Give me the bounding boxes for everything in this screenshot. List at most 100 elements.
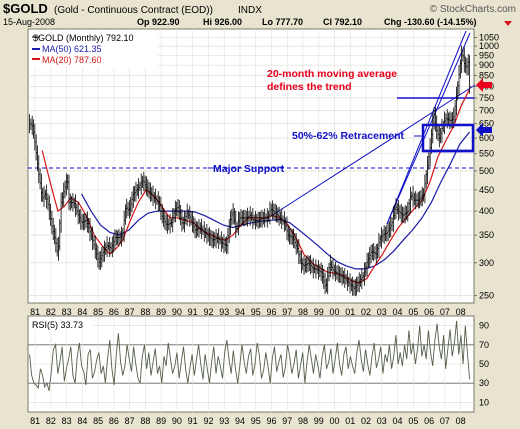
price-y-tick-label: 1050 (479, 32, 499, 42)
price-x-tick-label: 93 (219, 307, 229, 317)
rsi-label: RSI(5) 33.73 (32, 320, 83, 330)
instrument-name: (Gold - Continuous Contract (EOD)) (54, 5, 213, 16)
rsi-x-tick-label: 87 (125, 416, 135, 426)
quote-change: Chg -130.60 (-14.15%) (384, 17, 477, 27)
price-y-tick-label: 650 (479, 119, 494, 129)
rsi-y-tick-label: 50 (479, 359, 489, 369)
rsi-x-tick-label: 96 (266, 416, 276, 426)
price-x-tick-label: 92 (203, 307, 213, 317)
rsi-y-tick-label: 10 (479, 397, 489, 407)
price-x-tick-label: 07 (440, 307, 450, 317)
trend-annotation-line1: 20-month moving average (267, 68, 397, 80)
price-y-tick-label: 600 (479, 133, 494, 143)
rsi-x-tick-label: 07 (440, 416, 450, 426)
rsi-grid (28, 316, 474, 412)
rsi-x-tick-label: 84 (77, 416, 87, 426)
legend-price: $GOLD (Monthly) 792.10 (33, 33, 134, 43)
price-y-tick-label: 250 (479, 291, 494, 301)
rsi-x-tick-label: 06 (424, 416, 434, 426)
exchange: INDX (238, 5, 262, 16)
price-panel (27, 28, 475, 304)
quote-date: 15-Aug-2008 (3, 17, 55, 27)
price-y-tick-label: 300 (479, 258, 494, 268)
price-x-tick-label: 91 (188, 307, 198, 317)
rsi-x-tick-label: 03 (377, 416, 387, 426)
rsi-x-tick-label: 83 (62, 416, 72, 426)
price-y-tick-label: 950 (479, 50, 494, 60)
price-x-tick-label: 98 (298, 307, 308, 317)
price-y-tick-label: 450 (479, 185, 494, 195)
price-x-tick-label: 83 (62, 307, 72, 317)
rsi-y-tick-label: 90 (479, 321, 489, 331)
legend-box (30, 31, 158, 67)
trend-annotation-line2: defines the trend (267, 81, 352, 93)
rsi-x-tick-label: 95 (251, 416, 261, 426)
quote-low: Lo 777.70 (262, 17, 303, 27)
trendline-2002-b (386, 30, 467, 225)
stockcharts-credit: © StockCharts.com (430, 4, 516, 15)
price-x-tick-label: 87 (125, 307, 135, 317)
rsi-x-tick-label: 98 (298, 416, 308, 426)
price-y-tick-label: 900 (479, 60, 494, 70)
blue-arrow-icon (476, 123, 492, 137)
rsi-y-axis: 10 30 50 70 90 (479, 321, 489, 408)
price-y-tick-label: 1000 (479, 41, 499, 51)
trendline-2002-a (386, 32, 471, 225)
rsi-x-tick-label: 92 (203, 416, 213, 426)
rsi-x-tick-label: 02 (361, 416, 371, 426)
support-annotation: Major Support (213, 163, 285, 175)
quote-open: Op 922.90 (137, 17, 180, 27)
retracement-annotation: 50%-62% Retracement (292, 130, 405, 142)
price-x-tick-label: 84 (77, 307, 87, 317)
price-x-tick-label: 85 (93, 307, 103, 317)
symbol: $GOLD (3, 1, 48, 16)
price-x-tick-label: 82 (46, 307, 56, 317)
rsi-y-tick-label: 30 (479, 378, 489, 388)
price-x-tick-label: 08 (456, 307, 466, 317)
price-x-tick-label: 96 (266, 307, 276, 317)
rsi-x-tick-label: 00 (330, 416, 340, 426)
price-x-tick-label: 86 (109, 307, 119, 317)
rsi-x-tick-label: 97 (282, 416, 292, 426)
price-x-tick-label: 04 (393, 307, 403, 317)
rsi-x-tick-label: 89 (156, 416, 166, 426)
rsi-x-tick-label: 90 (172, 416, 182, 426)
price-x-tick-label: 03 (377, 307, 387, 317)
rsi-x-tick-label: 94 (235, 416, 245, 426)
red-arrow-icon (476, 78, 492, 92)
price-y-tick-label: 750 (479, 93, 494, 103)
rsi-x-tick-label: 86 (109, 416, 119, 426)
price-x-tick-label: 00 (330, 307, 340, 317)
price-x-tick-label: 89 (156, 307, 166, 317)
rsi-line (29, 320, 471, 392)
price-x-tick-label: 97 (282, 307, 292, 317)
rsi-x-tick-label: 99 (314, 416, 324, 426)
price-x-tick-label: 90 (172, 307, 182, 317)
price-x-axis: 81 82 83 84 85 86 87 88 89 90 91 92 93 94 95 96 97 98 99 00… (30, 307, 466, 317)
rsi-x-tick-label: 01 (345, 416, 355, 426)
rsi-x-tick-label: 93 (219, 416, 229, 426)
rsi-x-tick-label: 05 (408, 416, 418, 426)
price-y-tick-label: 850 (479, 70, 494, 80)
down-arrow-icon (504, 21, 512, 26)
rsi-x-tick-label: 85 (93, 416, 103, 426)
legend-ma50: MA(50) 621.35 (42, 44, 102, 54)
price-y-tick-label: 700 (479, 105, 494, 115)
price-bars (29, 45, 472, 297)
rsi-x-tick-label: 82 (46, 416, 56, 426)
price-y-tick-label: 400 (479, 206, 494, 216)
price-x-tick-label: 88 (140, 307, 150, 317)
rsi-x-tick-label: 91 (188, 416, 198, 426)
trendline-1996 (270, 84, 476, 217)
price-x-tick-label: 01 (345, 307, 355, 317)
rsi-x-axis: 81 82 83 84 85 86 87 88 89 90 91 92 93 94 95 96 97 98 99 00… (30, 416, 466, 426)
price-x-tick-label: 81 (30, 307, 40, 317)
price-y-tick-label: 350 (479, 230, 494, 240)
rsi-x-tick-label: 88 (140, 416, 150, 426)
price-x-tick-label: 05 (408, 307, 418, 317)
price-x-tick-label: 95 (251, 307, 261, 317)
price-y-axis: 2503003504004505005506006507007508008509… (474, 32, 499, 301)
price-y-tick-label: 550 (479, 149, 494, 159)
rsi-y-tick-label: 70 (479, 340, 489, 350)
